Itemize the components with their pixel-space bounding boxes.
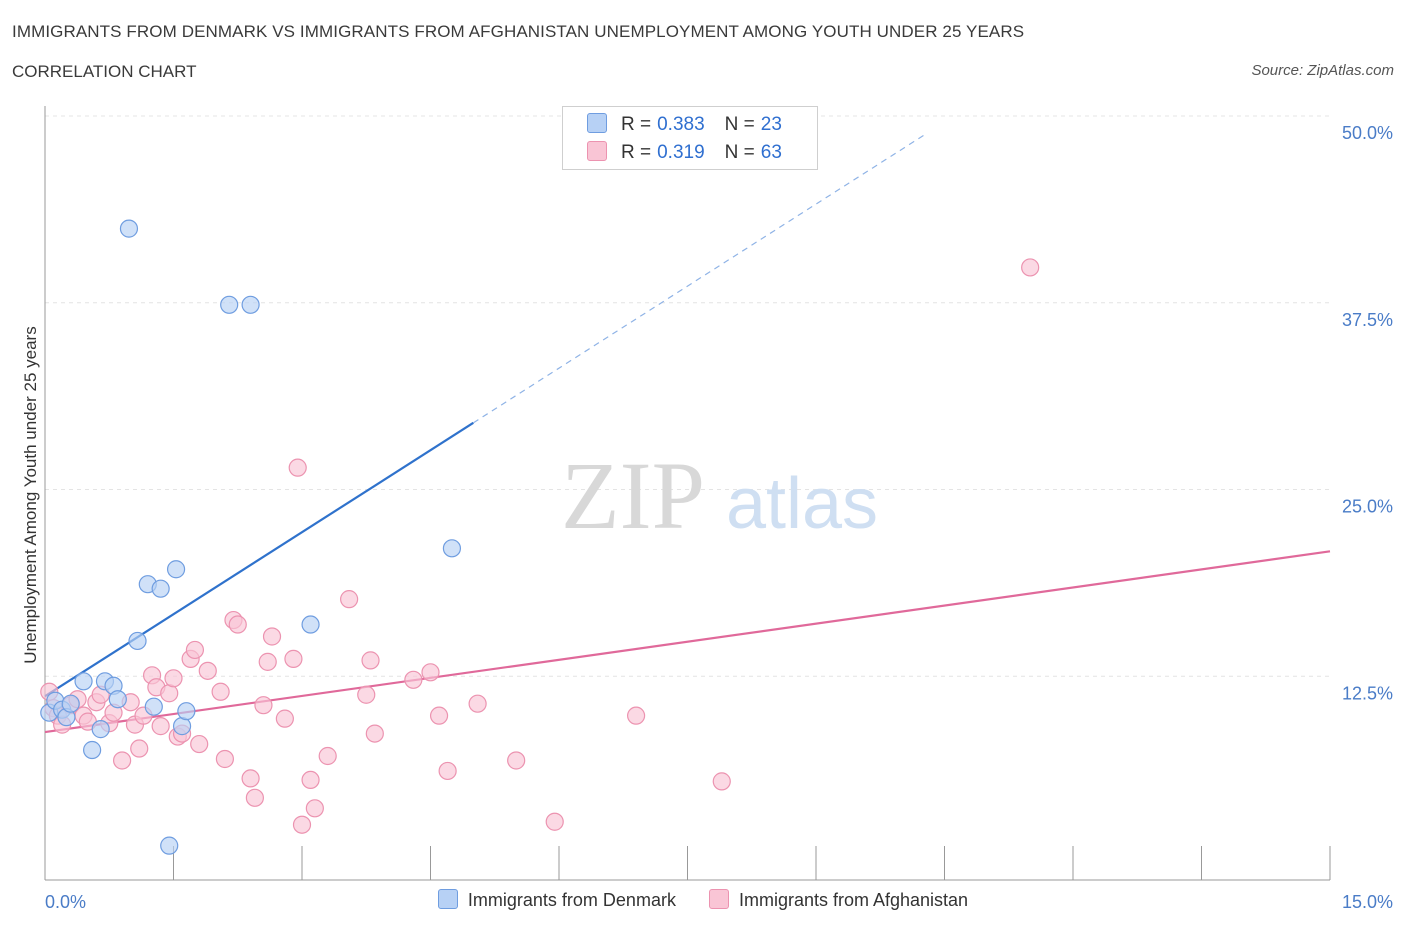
afghanistan-point-41 [301, 770, 320, 790]
watermark: ZIP atlas [561, 442, 878, 549]
legend-denmark-swatch [437, 889, 458, 909]
denmark-n-value: 23 [760, 114, 782, 135]
axes [44, 106, 1331, 881]
afghanistan-point-54 [545, 812, 564, 831]
tick-labels: 12.5% 25.0% 37.5% 50.0% 0.0% 15.0% [45, 123, 1393, 912]
denmark-point-17 [166, 560, 186, 579]
legend-afghanistan-swatch [708, 889, 729, 909]
denmark-point-22 [301, 615, 320, 634]
denmark-point-5 [74, 672, 93, 691]
legend-item-denmark: Immigrants from Denmark [437, 889, 676, 911]
afghanistan-point-53 [507, 751, 526, 770]
denmark-point-15 [151, 579, 170, 598]
legend-denmark-label: Immigrants from Denmark [467, 890, 676, 910]
afghanistan-r-label: R = [621, 142, 652, 163]
afghanistan-point-43 [318, 746, 337, 766]
series-legend: Immigrants from Denmark Immigrants from … [0, 889, 1406, 911]
correlation-legend: R = 0.383 N = 23 R = 0.319 N = 63 [562, 106, 818, 170]
denmark-point-4 [61, 694, 80, 713]
afghanistan-point-33 [245, 788, 264, 807]
afghanistan-point-37 [275, 709, 294, 728]
afghanistan-point-21 [164, 669, 183, 688]
denmark-point-21 [241, 295, 260, 314]
chart-title: IMMIGRANTS FROM DENMARK VS IMMIGRANTS FR… [12, 22, 1025, 41]
source-credit: Source: ZipAtlas.com [1251, 62, 1394, 79]
afghanistan-point-27 [198, 661, 217, 680]
denmark-point-12 [128, 631, 147, 651]
afghanistan-r-value: 0.319 [657, 142, 705, 163]
legend-row-denmark: R = 0.383 N = 23 [587, 113, 782, 137]
denmark-point-20 [220, 295, 239, 314]
denmark-r-label: R = [621, 114, 652, 135]
y-axis-label: Unemployment Among Youth under 25 years [21, 326, 40, 663]
afghanistan-point-51 [438, 761, 457, 781]
afghanistan-point-32 [241, 769, 260, 788]
afghanistan-point-15 [130, 739, 149, 758]
afghanistan-point-19 [151, 717, 170, 736]
afghanistan-point-29 [215, 749, 234, 769]
afghanistan-point-25 [185, 640, 205, 660]
afghanistan-point-45 [357, 685, 376, 704]
afghanistan-point-39 [288, 458, 307, 477]
denmark-point-23 [442, 539, 462, 558]
afghanistan-n-label: N = [724, 142, 755, 163]
afghanistan-point-47 [365, 724, 384, 743]
denmark-r-value: 0.383 [657, 114, 705, 135]
afghanistan-point-28 [211, 682, 230, 701]
chart-subtitle: CORRELATION CHART [12, 62, 197, 81]
denmark-point-11 [119, 219, 139, 238]
afghanistan-point-44 [340, 590, 359, 609]
afghanistan-swatch [587, 141, 607, 161]
x-tick-label-1: 15.0% [1342, 892, 1393, 912]
legend-afghanistan-label: Immigrants from Afghanistan [738, 890, 969, 910]
afghanistan-point-56 [712, 772, 731, 791]
afghanistan-point-42 [305, 799, 324, 818]
afghanistan-point-34 [254, 696, 273, 715]
grid-lines [45, 115, 1330, 677]
afghanistan-point-35 [258, 652, 277, 671]
afghanistan-n-value: 63 [760, 142, 782, 163]
watermark-zip: ZIP [561, 442, 705, 549]
afghanistan-point-20 [160, 684, 179, 703]
denmark-point-18 [172, 717, 192, 736]
afghanistan-point-31 [228, 615, 247, 634]
y-tick-label-0: 12.5% [1342, 683, 1393, 703]
y-tick-label-2: 37.5% [1342, 310, 1393, 330]
denmark-trend-extension [473, 132, 928, 424]
denmark-n-label: N = [724, 114, 755, 135]
legend-row-afghanistan: R = 0.319 N = 63 [587, 141, 782, 165]
afghanistan-point-40 [292, 815, 312, 834]
afghanistan-point-36 [262, 627, 282, 646]
afghanistan-point-57 [1021, 258, 1040, 277]
afghanistan-point-26 [190, 734, 209, 754]
y-tick-label-1: 25.0% [1342, 497, 1393, 517]
data-points [40, 219, 1040, 855]
afghanistan-point-38 [284, 649, 303, 668]
denmark-point-14 [144, 697, 163, 716]
denmark-trend-line [44, 421, 474, 698]
afghanistan-point-49 [421, 663, 440, 682]
denmark-point-10 [108, 690, 127, 709]
trend-lines [44, 132, 1331, 734]
y-tick-label-3: 50.0% [1342, 123, 1393, 143]
afghanistan-point-52 [468, 694, 487, 713]
watermark-atlas: atlas [726, 464, 878, 544]
denmark-point-6 [83, 740, 102, 760]
denmark-point-16 [160, 836, 179, 855]
denmark-point-7 [91, 720, 110, 739]
afghanistan-trend-line [44, 550, 1331, 734]
denmark-swatch [587, 113, 607, 133]
denmark-point-19 [177, 702, 196, 721]
x-tick-label-0: 0.0% [45, 892, 86, 912]
afghanistan-point-12 [112, 751, 132, 770]
afghanistan-point-48 [404, 670, 423, 689]
afghanistan-point-46 [361, 651, 380, 670]
afghanistan-point-55 [626, 706, 646, 725]
afghanistan-point-50 [429, 706, 449, 725]
legend-item-afghanistan: Immigrants from Afghanistan [708, 889, 969, 911]
